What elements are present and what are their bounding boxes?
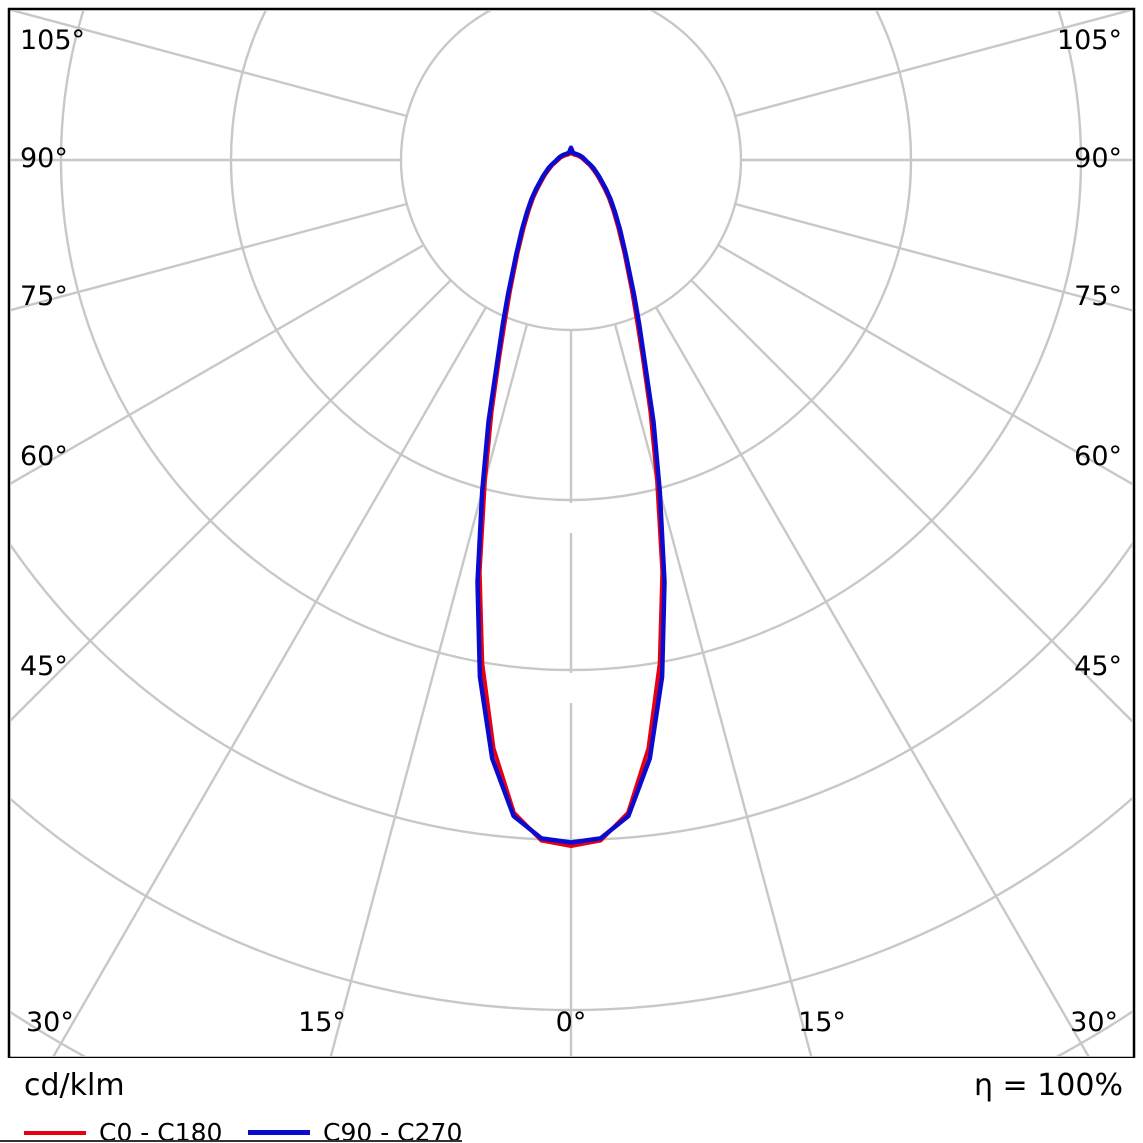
grid-radial-line [52, 306, 488, 1056]
angle-label: 105° [20, 25, 85, 56]
angle-label: 90° [1074, 143, 1122, 174]
units-label: cd/klm [24, 1068, 125, 1103]
grid-radial-line [654, 306, 1090, 1056]
grid-radial-line [11, 243, 425, 485]
angle-label: 75° [20, 281, 68, 312]
angle-label: 0° [556, 1007, 587, 1038]
legend-swatch-c90-c270 [248, 1130, 310, 1135]
curve-c90-c270 [475, 145, 667, 845]
grid-radial-line [613, 323, 813, 1056]
ring-label-mask [552, 503, 590, 533]
angle-label: 15° [798, 1007, 846, 1038]
grid-radial-line [734, 202, 1132, 312]
angle-label: 90° [20, 143, 68, 174]
legend-label-c0-c180: C0 - C180 [99, 1118, 223, 1143]
legend-label-c90-c270: C90 - C270 [323, 1118, 463, 1143]
footer: cd/klm η = 100% C0 - C180 C90 - C270 [0, 1058, 1143, 1143]
angle-label: 105° [1057, 25, 1122, 56]
legend-swatch-c0-c180 [24, 1130, 86, 1135]
angle-label: 75° [1074, 281, 1122, 312]
grid-radial-line [11, 279, 452, 722]
grid-radial-line [734, 11, 1132, 118]
legend-underline [0, 1140, 462, 1142]
grid-radial-line [690, 279, 1132, 723]
grid-radial-line [11, 202, 408, 312]
grid-radial-line [11, 11, 408, 118]
legend-item-c90-c270: C90 - C270 [248, 1118, 462, 1143]
grid-ring [399, 11, 743, 332]
grid-radial-line [329, 323, 529, 1056]
angle-label: 30° [26, 1007, 74, 1038]
angle-label: 45° [1074, 651, 1122, 682]
efficiency-label: η = 100% [974, 1068, 1123, 1103]
grid-radial-line [717, 243, 1132, 486]
angle-label: 30° [1070, 1007, 1118, 1038]
angle-label: 60° [1074, 441, 1122, 472]
angle-label: 60° [20, 441, 68, 472]
legend-item-c0-c180: C0 - C180 [24, 1118, 222, 1143]
angle-label: 45° [20, 651, 68, 682]
ring-label-mask [552, 673, 590, 703]
angle-label: 15° [298, 1007, 346, 1038]
